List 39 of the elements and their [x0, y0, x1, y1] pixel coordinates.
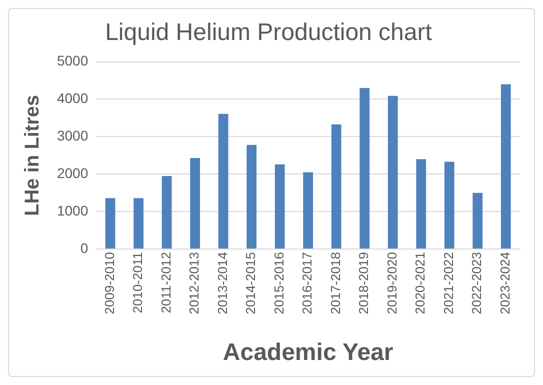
x-tick-label: 2013-2014: [214, 252, 230, 314]
bar: [274, 164, 285, 249]
bar: [246, 144, 257, 249]
bar: [190, 158, 200, 249]
bar: [388, 96, 398, 249]
bar: [134, 198, 144, 249]
bar: [500, 84, 511, 249]
x-tick-label: 2015-2016: [271, 252, 286, 314]
x-tick-label: 2023-2024: [497, 252, 512, 314]
bar: [416, 159, 426, 249]
bar: [162, 176, 172, 249]
y-tick-label: 0: [80, 240, 88, 256]
x-axis-title: Academic Year: [222, 339, 394, 366]
bar: [105, 198, 116, 249]
bar: [360, 88, 370, 249]
y-tick-label: 5000: [56, 52, 88, 69]
bar: [303, 172, 314, 249]
chart-title: Liquid Helium Production chart: [105, 19, 432, 46]
x-tick-label: 2018-2019: [356, 252, 372, 314]
y-tick-label: 3000: [56, 128, 88, 144]
x-tick-label: 2011-2012: [158, 252, 174, 314]
x-tick-label: 2021-2022: [440, 252, 456, 314]
bar: [472, 192, 483, 249]
y-axis-title: LHe in Litres: [22, 94, 44, 216]
bar: [218, 114, 228, 249]
x-tick-label: 2016-2017: [300, 252, 315, 314]
x-tick-label: 2017-2018: [328, 252, 343, 314]
x-tick-label: 2019-2020: [384, 252, 400, 314]
y-tick-label: 2000: [56, 165, 88, 181]
x-tick-label: 2010-2011: [130, 252, 146, 314]
y-tick-label: 1000: [56, 202, 88, 218]
x-tick-label: 2020-2021: [412, 252, 428, 314]
x-tick-label: 2009-2010: [102, 252, 117, 314]
bar: [331, 124, 342, 249]
bar: [444, 162, 454, 249]
y-tick-label: 4000: [56, 90, 88, 106]
x-tick-label: 2012-2013: [186, 252, 202, 314]
x-tick-label: 2014-2015: [243, 252, 258, 314]
x-tick-label: 2022-2023: [469, 252, 484, 314]
